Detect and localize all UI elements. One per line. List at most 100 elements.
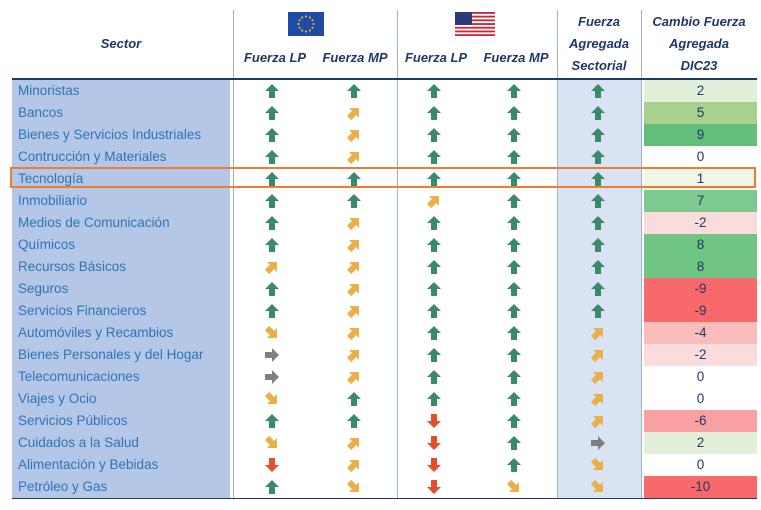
trend-arrow-up-icon — [591, 304, 605, 318]
trend-arrow-up-icon — [427, 150, 441, 164]
change-value: 5 — [644, 102, 757, 124]
trend-arrow-up-icon — [507, 128, 521, 142]
table-row: Seguros -9 — [12, 278, 757, 300]
trend-arrow-up-icon — [507, 414, 521, 428]
sector-name: Bienes y Servicios Industriales — [18, 127, 202, 142]
trend-arrow-down-icon — [427, 436, 441, 450]
trend-arrow-up-icon — [591, 216, 605, 230]
trend-arrow-up-icon — [265, 216, 279, 230]
trend-arrow-up-icon — [427, 216, 441, 230]
trend-arrow-up-icon — [265, 172, 279, 186]
change-value: -6 — [644, 410, 757, 432]
trend-arrow-diag-up-icon — [426, 196, 439, 209]
trend-arrow-up-icon — [347, 392, 361, 406]
divider-us-agg — [557, 10, 558, 498]
sector-name: Seguros — [18, 281, 69, 296]
header-aggregate-line2: Agregada — [569, 36, 629, 51]
trend-arrow-up-icon — [427, 304, 441, 318]
divider-agg-change — [641, 10, 642, 498]
sector-column-background — [12, 80, 230, 498]
header-sector: Sector — [100, 36, 142, 51]
trend-arrow-up-icon — [507, 370, 521, 384]
table-row: Minoristas 2 — [12, 80, 757, 102]
sector-name: Bancos — [18, 105, 64, 120]
trend-arrow-up-icon — [591, 128, 605, 142]
trend-arrow-diag-up-icon — [346, 240, 359, 253]
us-flag-icon — [455, 12, 495, 36]
trend-arrow-right-icon — [265, 348, 279, 362]
change-value: -9 — [644, 278, 757, 300]
trend-arrow-diag-up-icon — [346, 130, 359, 143]
trend-arrow-up-icon — [591, 84, 605, 98]
trend-arrow-up-icon — [507, 392, 521, 406]
trend-arrow-up-icon — [591, 260, 605, 274]
sector-name: Telecomunicaciones — [18, 369, 140, 384]
table-row: Tecnología 1 — [12, 168, 757, 190]
trend-arrow-diag-down-icon — [264, 325, 277, 338]
header-eu-fuerza-lp: Fuerza LP — [243, 50, 307, 65]
change-value: 8 — [644, 256, 757, 278]
trend-arrow-up-icon — [591, 172, 605, 186]
table-row: Bienes y Servicios Industriales 9 — [12, 124, 757, 146]
change-value: 0 — [644, 366, 757, 388]
trend-arrow-up-icon — [507, 260, 521, 274]
change-value: 1 — [644, 168, 757, 190]
trend-arrow-up-icon — [427, 392, 441, 406]
change-value: 0 — [644, 146, 757, 168]
table-row: Bancos 5 — [12, 102, 757, 124]
trend-arrow-diag-down-icon — [264, 435, 277, 448]
trend-arrow-diag-down-icon — [590, 457, 603, 470]
trend-arrow-up-icon — [265, 480, 279, 494]
trend-arrow-up-icon — [507, 282, 521, 296]
trend-arrow-diag-up-icon — [264, 262, 277, 275]
trend-arrow-diag-down-icon — [590, 479, 603, 492]
change-value: -10 — [644, 476, 757, 498]
trend-arrow-up-icon — [427, 238, 441, 252]
sector-name: Alimentación y Bebidas — [18, 457, 159, 472]
trend-arrow-diag-up-icon — [590, 394, 603, 407]
sector-name: Petróleo y Gas — [18, 479, 108, 494]
table-row: Servicios Financieros -9 — [12, 300, 757, 322]
trend-arrow-up-icon — [265, 150, 279, 164]
trend-arrow-up-icon — [507, 150, 521, 164]
trend-arrow-up-icon — [265, 106, 279, 120]
trend-arrow-up-icon — [591, 150, 605, 164]
highlighted-row-tecnologia — [10, 167, 756, 188]
change-value: -4 — [644, 322, 757, 344]
trend-arrow-up-icon — [427, 282, 441, 296]
sector-name: Medios de Comunicación — [18, 215, 170, 230]
change-value: -2 — [644, 344, 757, 366]
sector-name: Tecnología — [18, 171, 84, 186]
trend-arrow-up-icon — [591, 282, 605, 296]
table-row: Medios de Comunicación -2 — [12, 212, 757, 234]
trend-arrow-up-icon — [507, 458, 521, 472]
divider-eu-us — [397, 10, 398, 498]
change-value: -2 — [644, 212, 757, 234]
trend-arrow-up-icon — [427, 84, 441, 98]
trend-arrow-diag-up-icon — [590, 416, 603, 429]
trend-arrow-up-icon — [265, 282, 279, 296]
trend-arrow-up-icon — [507, 348, 521, 362]
table-row: Automóviles y Recambios -4 — [12, 322, 757, 344]
trend-arrow-up-icon — [347, 172, 361, 186]
trend-arrow-up-icon — [347, 194, 361, 208]
trend-arrow-up-icon — [591, 194, 605, 208]
header-bottom-border — [12, 78, 757, 80]
sector-name: Servicios Públicos — [18, 413, 128, 428]
trend-arrow-up-icon — [591, 238, 605, 252]
header-change-line2: Agregada — [669, 36, 729, 51]
header-aggregate-line1: Fuerza — [578, 14, 620, 29]
table-row: Petróleo y Gas -10 — [12, 476, 757, 498]
sector-name: Químicos — [18, 237, 76, 252]
trend-arrow-up-icon — [265, 304, 279, 318]
header-change-line3: DIC23 — [680, 58, 718, 73]
trend-arrow-diag-up-icon — [346, 372, 359, 385]
table-row: Bienes Personales y del Hogar -2 — [12, 344, 757, 366]
trend-arrow-up-icon — [507, 84, 521, 98]
table-row: Alimentación y Bebidas 0 — [12, 454, 757, 476]
trend-arrow-diag-up-icon — [346, 306, 359, 319]
trend-arrow-up-icon — [507, 304, 521, 318]
trend-arrow-down-icon — [427, 414, 441, 428]
trend-arrow-up-icon — [427, 260, 441, 274]
trend-arrow-diag-up-icon — [346, 328, 359, 341]
